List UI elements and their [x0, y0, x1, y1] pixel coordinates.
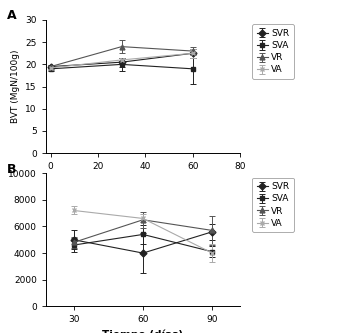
X-axis label: Tiempo (días): Tiempo (días)	[102, 330, 184, 333]
Text: B: B	[7, 163, 17, 175]
Legend: SVR, SVA, VR, VA: SVR, SVA, VR, VA	[252, 25, 294, 79]
Y-axis label: Textura: Textura	[0, 223, 2, 256]
Legend: SVR, SVA, VR, VA: SVR, SVA, VR, VA	[252, 178, 294, 232]
Y-axis label: BVT (MgN/100g): BVT (MgN/100g)	[11, 50, 20, 123]
Text: A: A	[7, 9, 17, 22]
X-axis label: Tiempo (días): Tiempo (días)	[102, 177, 184, 187]
